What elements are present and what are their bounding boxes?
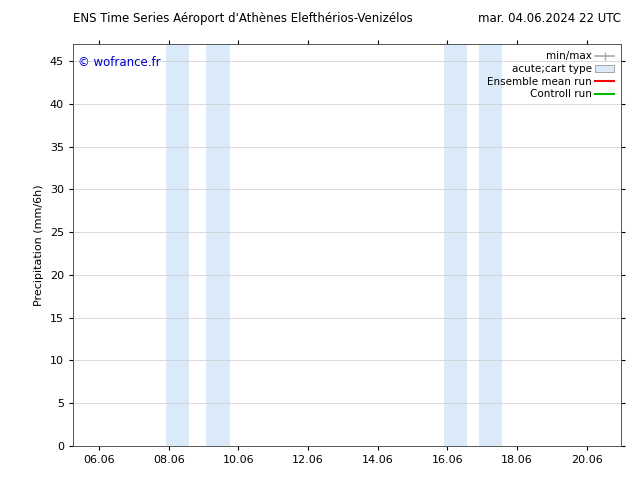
Bar — [479, 44, 502, 446]
Y-axis label: Precipitation (mm/6h): Precipitation (mm/6h) — [34, 184, 44, 306]
Text: ENS Time Series Aéroport d'Athènes Elefthérios-Venizélos: ENS Time Series Aéroport d'Athènes Eleft… — [73, 12, 413, 25]
Text: © wofrance.fr: © wofrance.fr — [79, 56, 161, 69]
Bar — [444, 44, 467, 446]
Legend: min/max, acute;cart type, Ensemble mean run, Controll run: min/max, acute;cart type, Ensemble mean … — [485, 49, 616, 101]
Bar — [206, 44, 230, 446]
Text: mar. 04.06.2024 22 UTC: mar. 04.06.2024 22 UTC — [478, 12, 621, 25]
Bar — [166, 44, 189, 446]
